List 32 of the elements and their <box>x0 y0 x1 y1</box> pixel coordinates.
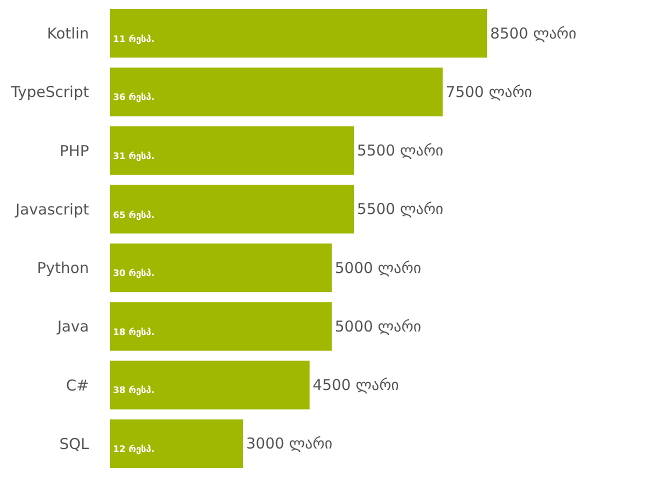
annotation: 65 რესპ. <box>113 210 155 221</box>
data-label: 3000 ლარი <box>246 434 333 453</box>
annotation: 31 რესპ. <box>113 151 155 162</box>
bar <box>110 360 310 410</box>
annotation: 11 რესპ. <box>113 34 155 45</box>
data-label: 4500 ლარი <box>312 376 400 394</box>
y-tick-label: Kotlin <box>47 24 89 43</box>
data-label: 5000 ლარი <box>334 258 422 277</box>
annotation: 36 რესპ. <box>113 92 155 103</box>
y-tick-label: TypeScript <box>10 83 90 102</box>
annotation: 38 რესპ. <box>113 385 155 396</box>
y-tick-label: Javascript <box>14 200 90 218</box>
annotation: 12 რესპ. <box>113 444 155 455</box>
y-tick-label: C# <box>66 376 89 394</box>
bar <box>110 126 354 175</box>
y-tick-label: Python <box>37 259 89 278</box>
bar <box>110 68 443 116</box>
data-label: 5500 ლარი <box>357 200 444 218</box>
data-label: 8500 ლარი <box>490 24 577 42</box>
y-tick-label: SQL <box>59 434 90 453</box>
y-tick-label: Java <box>56 318 89 336</box>
bar <box>110 302 332 351</box>
annotation: 30 რესპ. <box>113 268 155 279</box>
data-label: 5500 ლარი <box>357 142 444 160</box>
bar <box>110 8 488 58</box>
bar <box>110 243 332 292</box>
data-label: 7500 ლარი <box>446 82 532 101</box>
bar <box>110 419 244 468</box>
annotation: 18 რესპ. <box>113 327 155 338</box>
y-tick-label: PHP <box>60 142 89 160</box>
data-label: 5000 ლარი <box>334 317 422 336</box>
bar <box>110 184 354 234</box>
